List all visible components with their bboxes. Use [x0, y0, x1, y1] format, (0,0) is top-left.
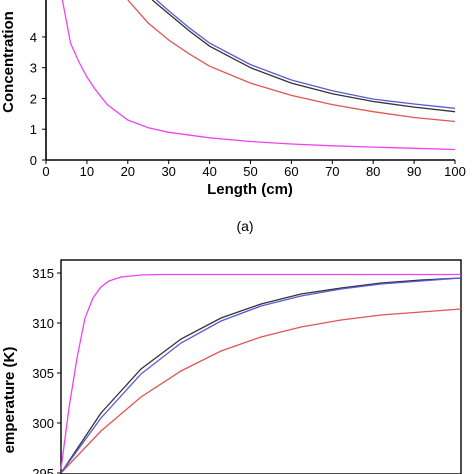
chart-a-x-tick-label: 20 [121, 164, 135, 179]
chart-b-series-line-3 [60, 277, 462, 474]
chart-a-series-line-2 [127, 0, 456, 123]
chart-a: 0 10 20 30 40 50 60 70 80 90 100 0 1 2 3 4 Length (cm)… [0, 0, 466, 234]
chart-b-series-line-2 [60, 308, 462, 474]
chart-a-x-tick-label: 10 [80, 164, 94, 179]
chart-a-x-tick-label: 50 [243, 164, 257, 179]
chart-a-series [61, 0, 456, 151]
chart-b-series-line-1 [60, 273, 461, 470]
chart-a-x-tick-label: 80 [366, 164, 380, 179]
chart-a-y-ticks: 0 1 2 3 4 [30, 30, 46, 168]
chart-b-series [60, 273, 462, 474]
chart-a-series-line-3 [151, 0, 456, 113]
chart-a-panel-label: (a) [236, 218, 253, 234]
chart-b-y-tick-label: 300 [32, 416, 54, 431]
chart-a-x-tick-label: 40 [202, 164, 216, 179]
chart-b-y-tick-label: 315 [32, 266, 54, 281]
chart-b-y-ticks: 295 300 305 310 315 [32, 266, 61, 474]
chart-a-y-tick-label: 4 [30, 30, 37, 45]
chart-a-x-tick-label: 70 [325, 164, 339, 179]
chart-a-y-tick-label: 0 [30, 153, 37, 168]
chart-a-x-tick-label: 60 [284, 164, 298, 179]
chart-a-series-line-4 [155, 0, 456, 109]
chart-a-x-ticks: 0 10 20 30 40 50 60 70 80 90 100 [42, 160, 466, 179]
chart-a-x-tick-label: 30 [161, 164, 175, 179]
chart-a-x-tick-label: 0 [42, 164, 49, 179]
chart-a-y-label: Concentration [0, 11, 17, 113]
chart-a-series-line-1 [61, 0, 456, 151]
chart-b-y-label: emperature (K) [1, 347, 18, 454]
chart-a-y-tick-label: 1 [30, 122, 37, 137]
chart-b: 295 300 305 310 315 emperature (K) [1, 259, 462, 474]
chart-b-y-tick-label: 310 [32, 316, 54, 331]
chart-b-y-tick-label: 295 [32, 466, 54, 474]
chart-a-x-tick-label: 100 [444, 164, 466, 179]
chart-a-y-tick-label: 2 [30, 91, 37, 106]
chart-a-x-label: Length (cm) [207, 181, 293, 198]
chart-a-x-tick-label: 90 [407, 164, 421, 179]
chart-b-series-line-4 [60, 277, 462, 474]
chart-b-frame [60, 259, 462, 474]
chart-a-y-tick-label: 3 [30, 61, 37, 76]
chart-b-y-tick-label: 305 [32, 366, 54, 381]
